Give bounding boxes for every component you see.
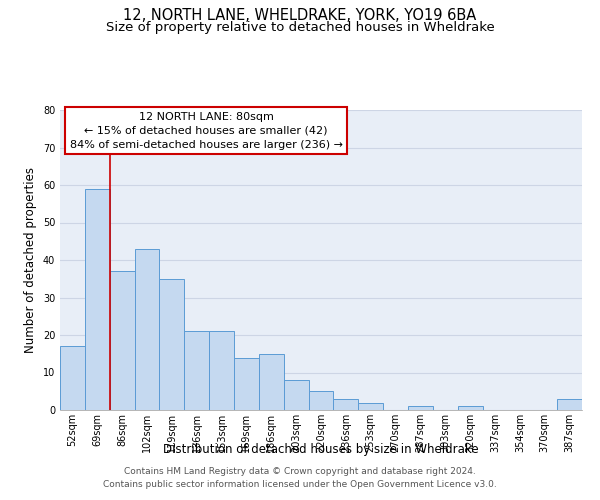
Bar [160,279,184,410]
Text: Contains HM Land Registry data © Crown copyright and database right 2024.: Contains HM Land Registry data © Crown c… [124,467,476,476]
Bar [408,406,433,410]
Text: Size of property relative to detached houses in Wheldrake: Size of property relative to detached ho… [106,21,494,34]
Bar [110,271,134,410]
Y-axis label: Number of detached properties: Number of detached properties [24,167,37,353]
Bar [134,248,160,410]
Bar [234,358,259,410]
Bar [308,391,334,410]
Bar [334,399,358,410]
Text: Contains public sector information licensed under the Open Government Licence v3: Contains public sector information licen… [103,480,497,489]
Text: Distribution of detached houses by size in Wheldrake: Distribution of detached houses by size … [163,442,479,456]
Bar [60,346,85,410]
Bar [458,406,482,410]
Bar [259,354,284,410]
Text: 12 NORTH LANE: 80sqm
← 15% of detached houses are smaller (42)
84% of semi-detac: 12 NORTH LANE: 80sqm ← 15% of detached h… [70,112,343,150]
Bar [184,331,209,410]
Bar [557,399,582,410]
Bar [209,331,234,410]
Bar [358,402,383,410]
Text: 12, NORTH LANE, WHELDRAKE, YORK, YO19 6BA: 12, NORTH LANE, WHELDRAKE, YORK, YO19 6B… [124,8,476,22]
Bar [85,188,110,410]
Bar [284,380,308,410]
